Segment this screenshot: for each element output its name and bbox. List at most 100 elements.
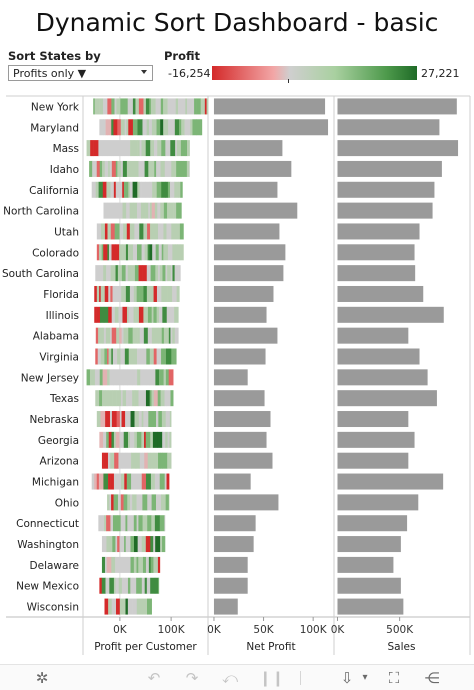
strip-mark xyxy=(107,557,112,573)
strip-mark xyxy=(169,369,174,385)
strip-mark xyxy=(144,432,146,448)
strip-mark xyxy=(112,411,117,427)
strip-mark xyxy=(171,98,176,114)
sales-bar xyxy=(337,161,441,177)
strip-mark xyxy=(94,307,96,323)
strip-mark xyxy=(115,223,120,239)
strip-mark xyxy=(159,369,164,385)
sales-bar xyxy=(337,286,423,302)
strip-mark xyxy=(168,182,170,198)
strip-mark xyxy=(105,286,109,302)
strip-mark xyxy=(119,244,122,260)
strip-mark xyxy=(105,578,109,594)
strip-mark xyxy=(130,161,135,177)
revert-icon[interactable]: ⤺ xyxy=(221,669,239,687)
strip-mark xyxy=(161,390,165,406)
strip-mark xyxy=(148,411,152,427)
strip-mark xyxy=(175,119,179,135)
state-label: Idaho xyxy=(50,164,79,176)
sales-bar xyxy=(337,599,403,615)
strip-mark xyxy=(140,453,143,469)
strip-mark xyxy=(114,369,117,385)
strip-mark xyxy=(164,515,165,531)
strip-mark xyxy=(147,286,151,302)
strip-mark xyxy=(150,182,153,198)
strip-mark xyxy=(111,265,116,281)
strip-mark xyxy=(100,265,104,281)
strip-mark xyxy=(130,223,135,239)
strip-mark xyxy=(152,182,157,198)
strip-mark xyxy=(151,286,154,302)
strip-mark xyxy=(130,578,133,594)
share-icon[interactable]: ⋲ xyxy=(423,669,441,687)
strip-mark xyxy=(120,349,125,365)
tableau-logo-icon[interactable]: ✲ xyxy=(33,669,51,687)
strip-mark xyxy=(161,98,164,114)
strip-mark xyxy=(125,98,128,114)
net-profit-bar xyxy=(214,244,285,260)
strip-mark xyxy=(156,98,159,114)
strip-mark xyxy=(175,349,177,365)
strip-mark xyxy=(110,515,113,531)
strip-mark xyxy=(163,119,168,135)
strip-mark xyxy=(201,98,205,114)
strip-mark xyxy=(127,223,130,239)
strip-mark xyxy=(99,432,103,448)
strip-mark xyxy=(158,223,160,239)
strip-mark xyxy=(124,599,126,615)
strip-mark xyxy=(158,390,161,406)
strip-mark xyxy=(153,369,156,385)
net-profit-bar xyxy=(214,578,248,594)
strip-mark xyxy=(159,307,163,323)
strip-mark xyxy=(121,494,124,510)
strip-mark xyxy=(99,474,104,490)
strip-mark xyxy=(163,244,168,260)
net-profit-bar xyxy=(214,182,277,198)
download-menu-chevron-icon[interactable]: ▾ xyxy=(356,669,374,687)
strip-mark xyxy=(154,223,158,239)
strip-mark xyxy=(124,432,129,448)
strip-mark xyxy=(205,98,207,114)
fullscreen-icon[interactable]: ⛶ xyxy=(385,669,403,687)
strip-mark xyxy=(127,453,131,469)
strip-mark xyxy=(134,432,137,448)
strip-mark xyxy=(160,515,165,531)
strip-mark xyxy=(150,244,153,260)
strip-mark xyxy=(158,557,160,573)
redo-icon[interactable]: ↷ xyxy=(183,669,201,687)
download-icon[interactable]: ⇩ xyxy=(338,669,356,687)
strip-mark xyxy=(97,223,102,239)
strip-mark xyxy=(120,536,125,552)
strip-mark xyxy=(134,536,138,552)
strip-mark xyxy=(138,515,142,531)
strip-mark xyxy=(131,411,135,427)
strip-mark xyxy=(97,286,100,302)
strip-mark xyxy=(110,369,114,385)
net-profit-bar xyxy=(214,369,248,385)
strip-mark xyxy=(104,453,109,469)
strip-mark xyxy=(110,453,114,469)
strip-mark xyxy=(194,98,196,114)
strip-mark xyxy=(150,536,153,552)
sales-bar xyxy=(337,536,400,552)
strip-mark xyxy=(112,307,115,323)
strip-mark xyxy=(187,161,190,177)
strip-mark xyxy=(108,453,111,469)
strip-mark xyxy=(110,536,113,552)
strip-mark xyxy=(92,140,94,156)
strip-mark xyxy=(135,161,139,177)
strip-mark xyxy=(136,578,140,594)
strip-mark xyxy=(131,515,134,531)
undo-icon[interactable]: ↶ xyxy=(145,669,163,687)
strip-mark xyxy=(156,411,159,427)
strip-mark xyxy=(108,307,112,323)
strip-mark xyxy=(130,494,132,510)
strip-mark xyxy=(134,223,139,239)
strip-mark xyxy=(135,265,139,281)
pause-icon[interactable]: ❙❙ xyxy=(259,669,277,687)
strip-mark xyxy=(146,203,149,219)
strip-mark xyxy=(180,182,182,198)
strip-mark xyxy=(156,244,159,260)
strip-mark xyxy=(108,390,113,406)
state-label: Mass xyxy=(53,143,79,155)
